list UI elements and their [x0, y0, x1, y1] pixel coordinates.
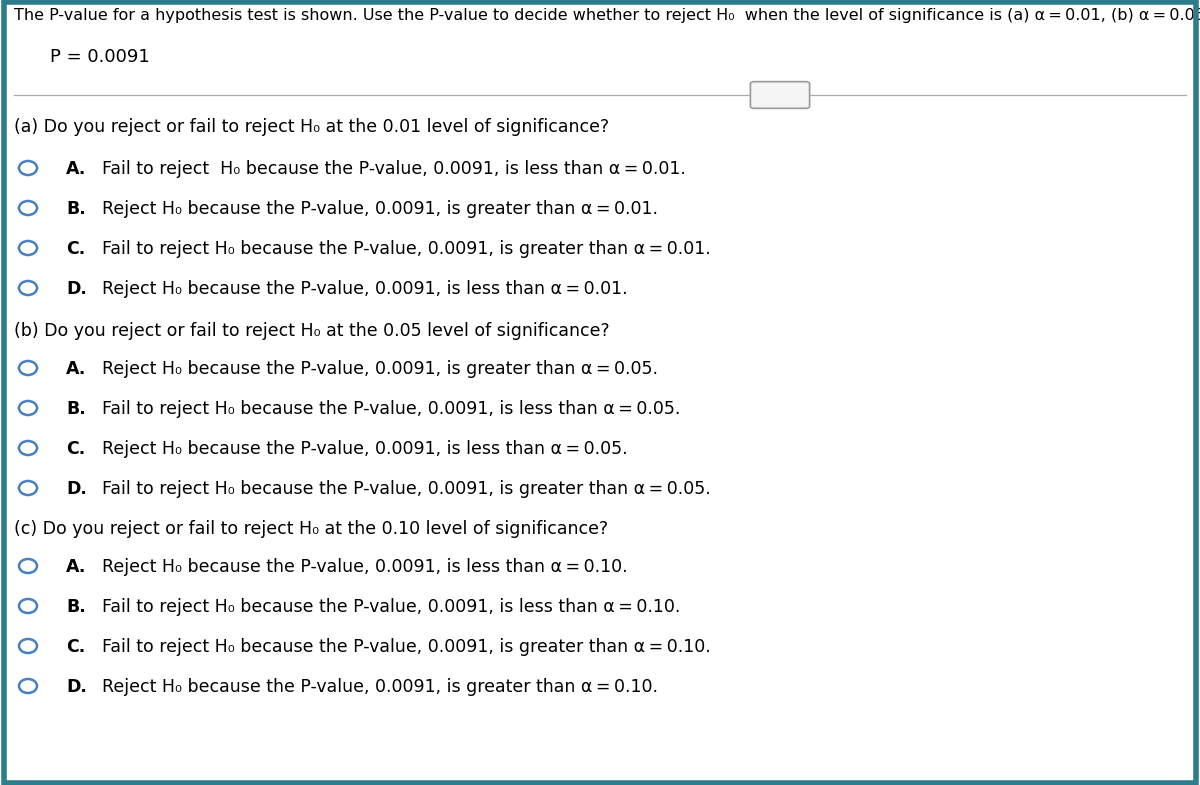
- Text: C.: C.: [66, 638, 85, 656]
- Text: Fail to reject H₀ because the P-value, 0.0091, is greater than α = 0.05.: Fail to reject H₀ because the P-value, 0…: [91, 480, 710, 498]
- Text: A.: A.: [66, 160, 86, 178]
- Text: P = 0.0091: P = 0.0091: [50, 48, 150, 66]
- Text: Reject H₀ because the P-value, 0.0091, is less than α = 0.01.: Reject H₀ because the P-value, 0.0091, i…: [91, 280, 628, 298]
- Text: •••: •••: [772, 90, 788, 100]
- Text: C.: C.: [66, 440, 85, 458]
- Text: (c) Do you reject or fail to reject H₀ at the 0.10 level of significance?: (c) Do you reject or fail to reject H₀ a…: [14, 520, 608, 538]
- Text: D.: D.: [66, 480, 86, 498]
- Text: B.: B.: [66, 400, 85, 418]
- Text: B.: B.: [66, 200, 85, 218]
- Text: Fail to reject H₀ because the P-value, 0.0091, is greater than α = 0.10.: Fail to reject H₀ because the P-value, 0…: [91, 638, 710, 656]
- Text: D.: D.: [66, 280, 86, 298]
- Text: Fail to reject H₀ because the P-value, 0.0091, is less than α = 0.05.: Fail to reject H₀ because the P-value, 0…: [91, 400, 680, 418]
- Text: Reject H₀ because the P-value, 0.0091, is less than α = 0.10.: Reject H₀ because the P-value, 0.0091, i…: [91, 558, 628, 576]
- Text: Reject H₀ because the P-value, 0.0091, is greater than α = 0.10.: Reject H₀ because the P-value, 0.0091, i…: [91, 678, 658, 696]
- Text: Fail to reject  H₀ because the P-value, 0.0091, is less than α = 0.01.: Fail to reject H₀ because the P-value, 0…: [91, 160, 686, 178]
- Text: A.: A.: [66, 558, 86, 576]
- Text: D.: D.: [66, 678, 86, 696]
- Text: Reject H₀ because the P-value, 0.0091, is greater than α = 0.05.: Reject H₀ because the P-value, 0.0091, i…: [91, 360, 658, 378]
- Text: Reject H₀ because the P-value, 0.0091, is less than α = 0.05.: Reject H₀ because the P-value, 0.0091, i…: [91, 440, 628, 458]
- Text: B.: B.: [66, 598, 85, 616]
- Text: A.: A.: [66, 360, 86, 378]
- FancyBboxPatch shape: [750, 82, 810, 108]
- Text: Fail to reject H₀ because the P-value, 0.0091, is greater than α = 0.01.: Fail to reject H₀ because the P-value, 0…: [91, 240, 710, 258]
- Text: Reject H₀ because the P-value, 0.0091, is greater than α = 0.01.: Reject H₀ because the P-value, 0.0091, i…: [91, 200, 658, 218]
- Text: Fail to reject H₀ because the P-value, 0.0091, is less than α = 0.10.: Fail to reject H₀ because the P-value, 0…: [91, 598, 680, 616]
- Text: C.: C.: [66, 240, 85, 258]
- Text: The P-value for a hypothesis test is shown. Use the P-value to decide whether to: The P-value for a hypothesis test is sho…: [14, 8, 1200, 23]
- Text: (b) Do you reject or fail to reject H₀ at the 0.05 level of significance?: (b) Do you reject or fail to reject H₀ a…: [14, 322, 610, 340]
- Text: (a) Do you reject or fail to reject H₀ at the 0.01 level of significance?: (a) Do you reject or fail to reject H₀ a…: [14, 118, 610, 136]
